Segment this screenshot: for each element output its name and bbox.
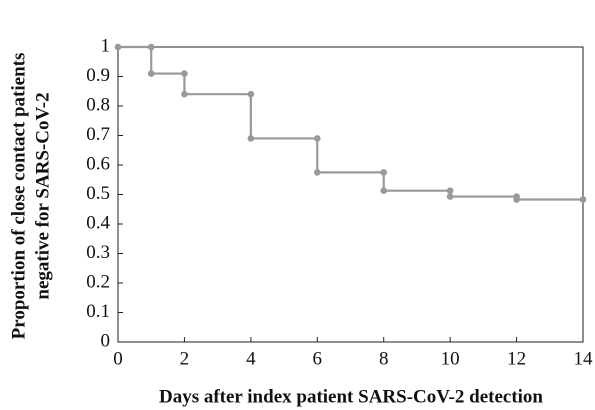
marker	[114, 43, 122, 51]
y-tick-label: 0.2	[86, 271, 110, 292]
y-axis-label: negative for SARS-CoV-2	[32, 92, 53, 299]
marker	[247, 135, 255, 142]
x-axis-label: Days after index patient SARS-CoV-2 dete…	[159, 386, 543, 407]
line	[118, 45, 583, 201]
x-tick-label: 12	[507, 348, 526, 369]
y-tick-label: 0.3	[86, 242, 110, 263]
marker	[380, 169, 388, 176]
x-tick-label: 0	[113, 348, 123, 369]
x-tick-label: 6	[313, 348, 323, 369]
y-tick-label: 0.6	[86, 153, 110, 174]
y-tick-label: 0.7	[86, 124, 110, 145]
marker	[380, 187, 388, 194]
marker	[247, 90, 255, 98]
x-tick-label: 4	[246, 348, 256, 369]
plot-frame	[117, 46, 584, 343]
marker	[446, 187, 454, 194]
y-tick-label: 0.5	[86, 183, 110, 204]
marker	[147, 43, 155, 51]
marker	[147, 70, 155, 77]
y-tick-label: 0.4	[86, 212, 110, 233]
y-tick-label: 0.1	[86, 301, 110, 322]
marker	[446, 193, 454, 200]
y-tick-label: 0.8	[86, 94, 110, 115]
y-tick-label: 1	[101, 35, 111, 56]
y-tick-label: 0.9	[86, 65, 110, 86]
x-tick-label: 8	[379, 348, 389, 369]
marker	[181, 90, 188, 98]
marker	[313, 135, 321, 142]
marker	[313, 169, 321, 176]
x-tick-label: 14	[574, 348, 594, 369]
marker	[181, 70, 188, 77]
x-tick-label: 10	[441, 348, 460, 369]
y-tick-label: 0	[101, 330, 111, 351]
marker	[513, 196, 520, 203]
y-axis-label: Proportion of close contact patients	[8, 53, 29, 340]
marker	[579, 196, 587, 203]
x-tick-label: 2	[180, 348, 190, 369]
